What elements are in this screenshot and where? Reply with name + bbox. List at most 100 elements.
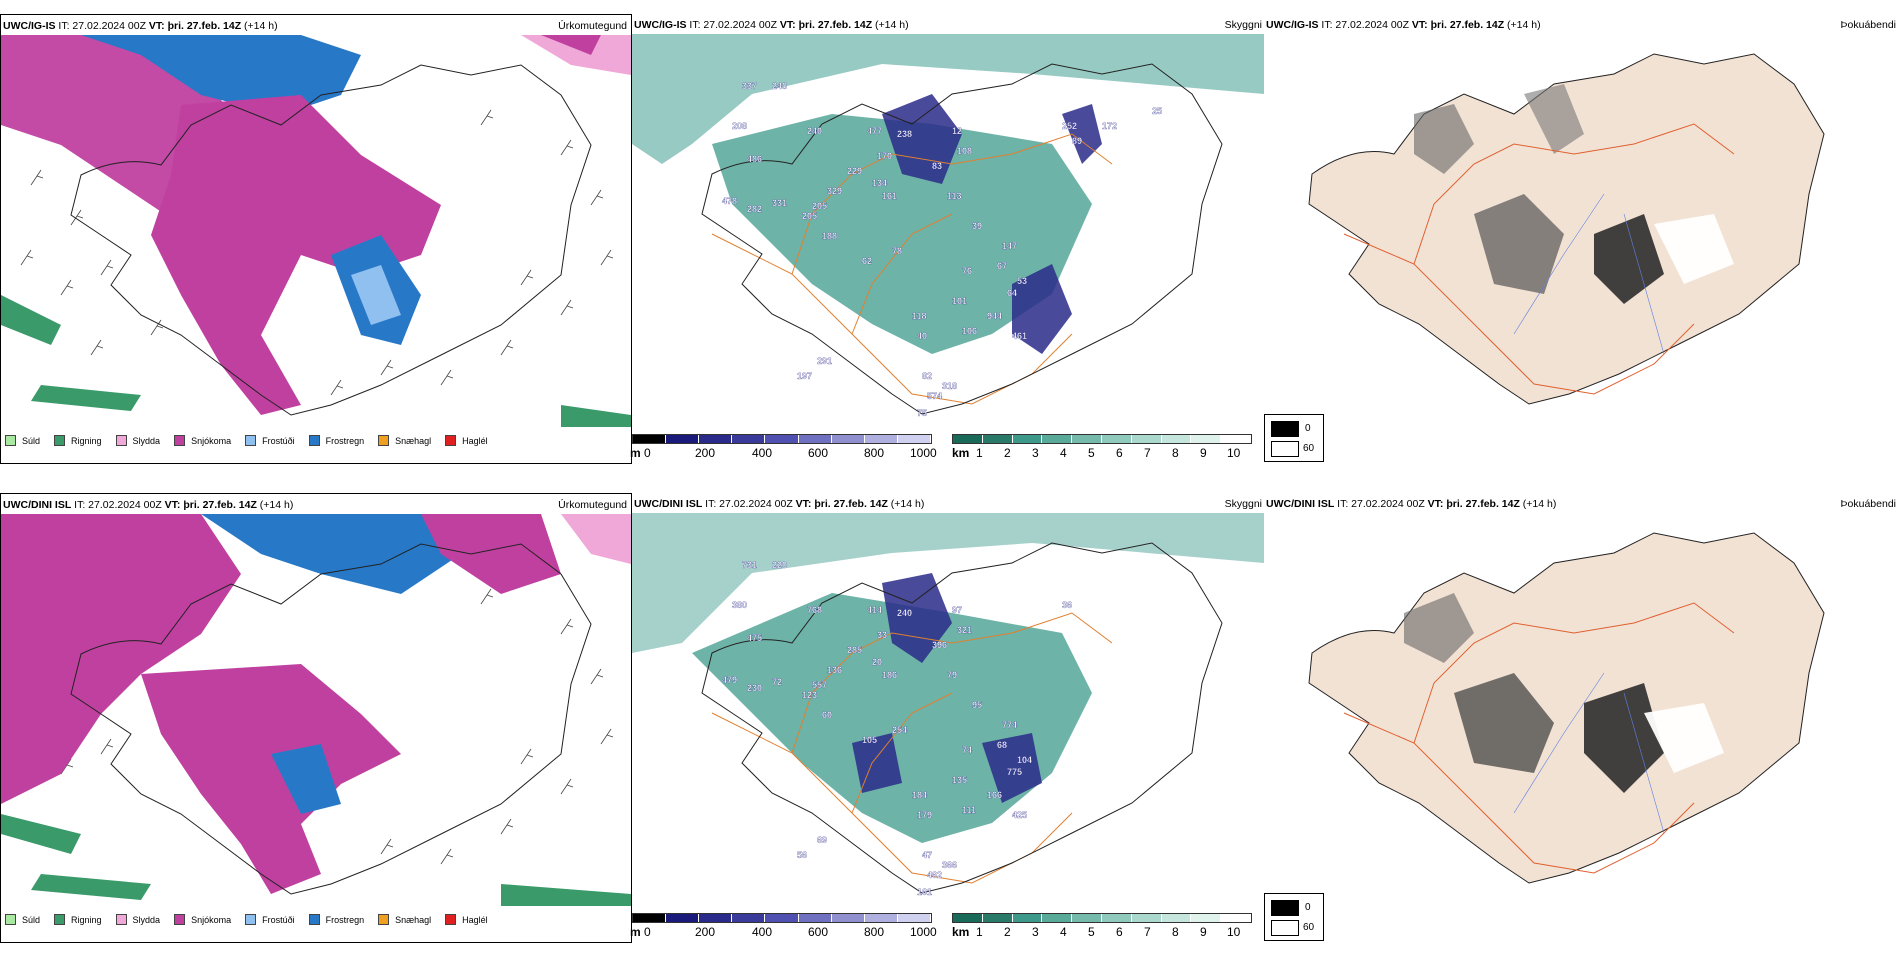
ceiling-label: 166 [987, 790, 1002, 800]
ceiling-label: 252 [1062, 121, 1077, 131]
colorbar-unit: km [952, 446, 970, 460]
wind-barbs [20, 109, 614, 396]
ceiling-label: 108 [957, 146, 972, 156]
panel-title: Skyggni [1224, 498, 1262, 510]
legend-item: Slydda [115, 435, 160, 446]
ceiling-label: 285 [847, 645, 862, 655]
legend-item: Frostúði [245, 914, 295, 925]
road-network [1343, 123, 1735, 395]
fog-map [1308, 53, 1825, 405]
ceiling-labels: 337 248 208 240 477 238 486 170 12 108 229 83 329 134… [722, 81, 1162, 418]
ceiling-label: 557 [812, 680, 827, 690]
ceiling-label: 396 [932, 640, 947, 650]
ceiling-label: 82 [922, 371, 932, 381]
ceiling-label: 83 [932, 161, 942, 171]
ceiling-label: 106 [962, 326, 977, 336]
panel-header: UWC/DINI ISL IT: 27.02.2024 00Z VT: þri.… [3, 499, 294, 511]
ceiling-label: 197 [797, 371, 812, 381]
ceiling-label: 238 [897, 129, 912, 139]
ceiling-label: 69 [817, 835, 827, 845]
ceiling-label: 188 [822, 231, 837, 241]
ceiling-label: 205 [812, 201, 827, 211]
ceiling-label: 205 [802, 211, 817, 221]
rivers [1513, 193, 1665, 355]
precip-legend: Súld Rigning Slydda Snjókoma Frostúði Fr… [5, 914, 488, 925]
legend-item: Rigning [54, 914, 102, 925]
ceiling-label: 89 [1072, 136, 1082, 146]
ceiling-label: 60 [822, 710, 832, 720]
ceiling-label: 113 [947, 191, 962, 201]
ceiling-label: 486 [747, 154, 762, 164]
precip-type-panel: UWC/DINI ISL IT: 27.02.2024 00Z VT: þri.… [0, 493, 632, 943]
rivers [1513, 672, 1665, 834]
ceiling-label: 944 [987, 311, 1002, 321]
ceiling-label: 282 [747, 204, 762, 214]
ceiling-label: 20 [872, 657, 882, 667]
ceiling-label: 331 [772, 198, 787, 208]
panel-header: UWC/IG-IS IT: 27.02.2024 00Z VT: þri. 27… [1266, 19, 1541, 31]
ceiling-label: 123 [802, 690, 817, 700]
fog-map [1308, 532, 1825, 884]
legend-swatch-white [1271, 920, 1299, 936]
fog-legend: 0 60 [1264, 893, 1324, 941]
ceiling-label: 95 [972, 700, 982, 710]
fog-indicator-panel: UWC/DINI ISL IT: 27.02.2024 00Z VT: þri.… [1264, 493, 1900, 943]
ceiling-label: 731 [742, 560, 757, 570]
ceiling-label: 134 [872, 178, 887, 188]
fog-legend: 0 60 [1264, 414, 1324, 462]
ceiling-label: 147 [1002, 241, 1017, 251]
legend-item: Rigning [54, 435, 102, 446]
ceiling-label: 97 [952, 605, 962, 615]
ceiling-label: 208 [732, 121, 747, 131]
ceiling-label: 111 [962, 805, 976, 815]
ceiling-label: 380 [732, 600, 747, 610]
ceiling-label: 774 [1002, 720, 1017, 730]
legend-item: Snjókoma [174, 914, 231, 925]
panel-header: UWC/IG-IS IT: 27.02.2024 00Z VT: þri. 27… [3, 20, 278, 32]
precip-map [1, 514, 631, 906]
ceiling-label: 79 [947, 670, 957, 680]
ceiling-label: 172 [1102, 121, 1117, 131]
ceiling-label: 475 [747, 633, 762, 643]
visibility-colorbar: km 1 2 3 4 5 6 7 8 9 10 [952, 913, 1252, 939]
panel-title: Úrkomutegund [558, 20, 627, 32]
legend-item: Snæhagl [378, 435, 431, 446]
panel-title: Þokuábendi [1840, 498, 1896, 510]
ceiling-label: 248 [772, 81, 787, 91]
ceiling-label: 425 [1012, 810, 1027, 820]
legend-item: Snjókoma [174, 435, 231, 446]
ceiling-label: 105 [862, 735, 877, 745]
legend-swatch-white [1271, 441, 1299, 457]
ceiling-label: 768 [807, 605, 822, 615]
ceiling-label: 321 [957, 625, 972, 635]
legend-item: Frostúði [245, 435, 295, 446]
ceiling-label: 574 [927, 391, 942, 401]
ceiling-label: 775 [1007, 767, 1022, 777]
ceiling-label: 170 [877, 151, 892, 161]
legend-item: Frostregn [308, 435, 364, 446]
ceiling-label: 478 [722, 196, 737, 206]
precip-type-panel: UWC/IG-IS IT: 27.02.2024 00Z VT: þri. 27… [0, 14, 632, 464]
ceiling-label: 47 [922, 850, 932, 860]
ceiling-label: 229 [847, 166, 862, 176]
ceiling-label: 291 [817, 356, 832, 366]
panel-title: Skyggni [1224, 19, 1262, 31]
ceiling-label: 220 [772, 560, 787, 570]
colorbar-scale [632, 434, 932, 444]
ceiling-label: 477 [867, 126, 882, 136]
ceiling-label: 72 [772, 677, 782, 687]
legend-swatch-black [1271, 421, 1299, 437]
wind-barbs [20, 588, 614, 865]
ceiling-colorbar: m 0 200 400 600 800 1000 [630, 434, 937, 460]
ceiling-label: 76 [962, 266, 972, 276]
legend-item: Slydda [115, 914, 160, 925]
visibility-panel: UWC/DINI ISL IT: 27.02.2024 00Z VT: þri.… [630, 493, 1264, 943]
colorbar-scale [632, 913, 932, 923]
panel-title: Þokuábendi [1840, 19, 1896, 31]
ceiling-label: 39 [972, 221, 982, 231]
precip-legend: Súld Rigning Slydda Snjókoma Frostúði Fr… [5, 435, 488, 446]
ceiling-label: 67 [997, 261, 1007, 271]
ceiling-label: 78 [892, 246, 902, 256]
